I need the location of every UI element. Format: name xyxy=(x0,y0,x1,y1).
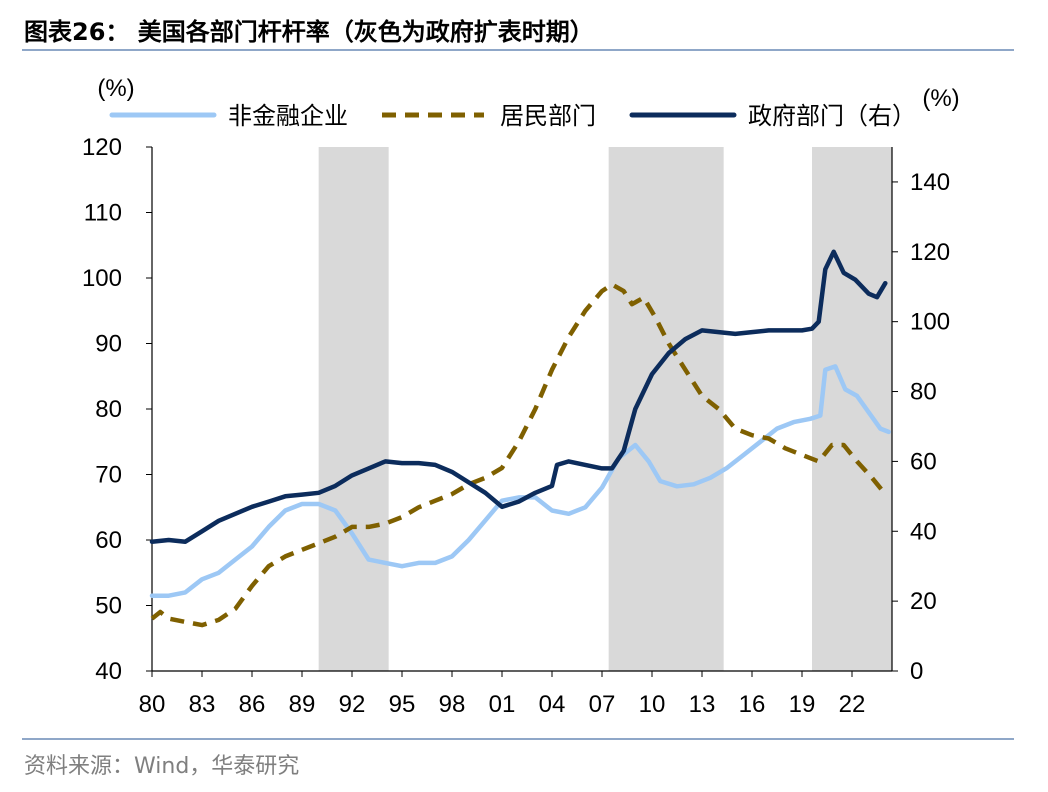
shaded-period-2 xyxy=(812,147,892,671)
x-tick-label: 13 xyxy=(689,691,716,718)
shaded-periods xyxy=(318,147,892,671)
x-tick-label: 98 xyxy=(439,691,466,718)
legend-label-1: 居民部门 xyxy=(500,103,596,130)
legend: 非金融企业 居民部门 政府部门（右） xyxy=(109,103,916,130)
shaded-period-1 xyxy=(608,147,724,671)
legend-label-2: 政府部门（右） xyxy=(748,103,916,130)
right-tick-label: 60 xyxy=(910,448,937,475)
x-tick-label: 01 xyxy=(489,691,516,718)
right-unit-label: (%) xyxy=(922,85,959,112)
tick-labels: 40 50 60 70 80 90 100 110 120 0 20 40 60 80 100 120 140 8… xyxy=(82,75,960,718)
x-tick-label: 19 xyxy=(789,691,816,718)
x-tick-label: 10 xyxy=(639,691,666,718)
right-tick-label: 20 xyxy=(910,588,937,615)
x-tick-label: 92 xyxy=(339,691,366,718)
x-tick-label: 07 xyxy=(589,691,616,718)
x-tick-label: 83 xyxy=(189,691,216,718)
axes xyxy=(146,146,898,677)
x-tick-label: 04 xyxy=(539,691,566,718)
x-tick-label: 95 xyxy=(389,691,416,718)
right-tick-label: 40 xyxy=(910,518,937,545)
top-divider xyxy=(22,49,1014,51)
figure-title: 图表26： 美国各部门杆杆率（灰色为政府扩表时期） xyxy=(24,18,594,46)
left-unit-label: (%) xyxy=(97,75,134,102)
shaded-period-0 xyxy=(318,147,389,671)
right-tick-label: 140 xyxy=(910,169,950,196)
x-tick-label: 16 xyxy=(739,691,766,718)
series-line-0 xyxy=(149,364,891,598)
right-tick-label: 120 xyxy=(910,239,950,266)
x-tick-label: 86 xyxy=(239,691,266,718)
series-lines xyxy=(149,249,891,628)
left-tick-label: 120 xyxy=(82,134,122,161)
bottom-divider xyxy=(22,738,1014,740)
series-line-1 xyxy=(150,282,888,628)
left-tick-label: 100 xyxy=(82,265,122,292)
series-line-2 xyxy=(149,249,888,544)
left-tick-label: 70 xyxy=(95,462,122,489)
left-tick-label: 80 xyxy=(95,396,122,423)
x-tick-label: 89 xyxy=(289,691,316,718)
left-tick-label: 90 xyxy=(95,331,122,358)
left-tick-label: 110 xyxy=(84,200,122,227)
x-tick-label: 22 xyxy=(839,691,866,718)
left-tick-label: 50 xyxy=(95,593,122,620)
right-tick-label: 100 xyxy=(910,309,950,336)
source-note: 资料来源：Wind，华泰研究 xyxy=(24,754,300,779)
right-tick-label: 80 xyxy=(910,379,937,406)
x-tick-label: 80 xyxy=(139,691,166,718)
left-tick-label: 40 xyxy=(95,658,122,685)
legend-label-0: 非金融企业 xyxy=(228,103,348,130)
right-tick-label: 0 xyxy=(910,658,923,685)
left-tick-label: 60 xyxy=(95,527,122,554)
